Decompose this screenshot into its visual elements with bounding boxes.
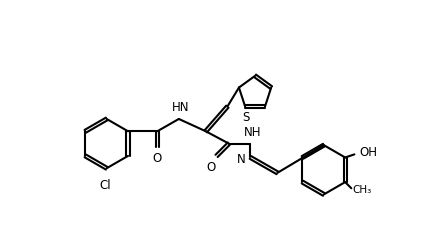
Text: S: S: [242, 111, 250, 124]
Text: NH: NH: [244, 126, 262, 139]
Text: HN: HN: [172, 101, 189, 114]
Text: Cl: Cl: [99, 179, 111, 192]
Text: CH₃: CH₃: [353, 185, 372, 195]
Text: OH: OH: [359, 146, 377, 159]
Text: O: O: [153, 152, 162, 165]
Text: N: N: [237, 152, 245, 165]
Text: O: O: [207, 161, 216, 174]
